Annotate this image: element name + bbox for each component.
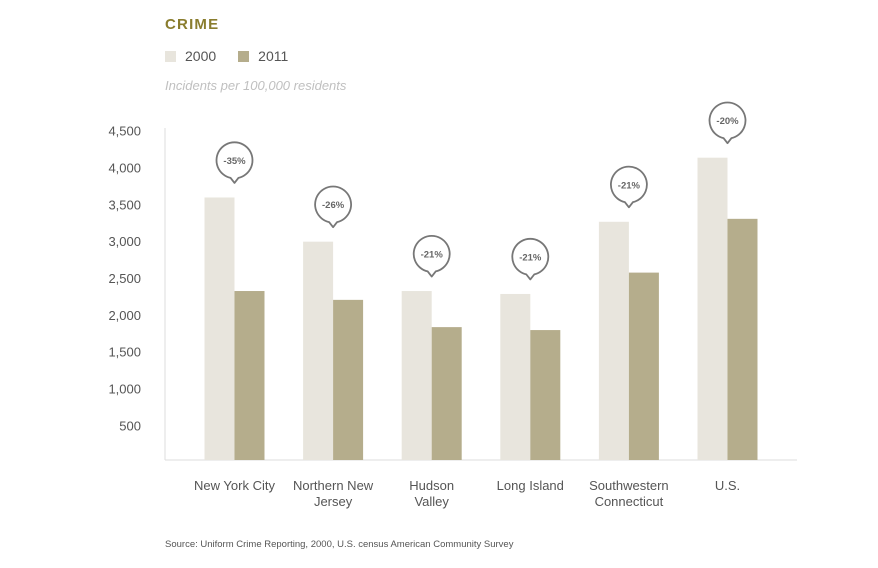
- y-tick-label: 2,500: [108, 271, 141, 286]
- bar-2000-3: [500, 293, 531, 460]
- change-bubble: -21%: [511, 237, 550, 281]
- y-tick-label: 3,000: [108, 234, 141, 249]
- bar-2000-5: [697, 157, 728, 461]
- bar-2000-0: [204, 197, 235, 460]
- category-label: Hudson: [409, 478, 454, 493]
- y-tick-label: 2,000: [108, 308, 141, 323]
- bar-2011-0: [234, 291, 265, 460]
- y-tick-label: 4,000: [108, 161, 141, 176]
- bar-2011-5: [727, 218, 758, 460]
- category-label: Valley: [414, 494, 449, 509]
- change-bubble: -20%: [708, 101, 747, 145]
- y-tick-label: 3,500: [108, 197, 141, 212]
- category-label: New York City: [194, 478, 275, 493]
- category-label: Connecticut: [595, 494, 664, 509]
- change-bubble-shape: [511, 237, 550, 281]
- bar-2000-2: [401, 291, 432, 460]
- category-label: U.S.: [715, 478, 740, 493]
- chart-subtitle: Incidents per 100,000 residents: [165, 78, 347, 93]
- legend-swatch-2011: [238, 50, 250, 62]
- bar-2011-1: [333, 299, 364, 460]
- change-bubble-label: -26%: [322, 200, 345, 211]
- change-bubble: -21%: [412, 234, 451, 278]
- change-bubble-shape: [215, 141, 254, 184]
- legend: 2000 2011: [165, 48, 310, 64]
- change-bubble-shape: [412, 234, 451, 278]
- category-label: Northern New: [293, 478, 374, 493]
- change-bubble-label: -21%: [618, 180, 641, 191]
- legend-item-2000: 2000: [165, 48, 216, 64]
- legend-swatch-2000: [165, 50, 176, 62]
- category-label: Southwestern: [589, 478, 669, 493]
- bar-2011-3: [530, 330, 561, 460]
- y-tick-label: 1,500: [108, 345, 141, 360]
- change-bubble-label: -21%: [421, 250, 444, 261]
- legend-label-2000: 2000: [185, 48, 217, 64]
- bar-2011-2: [431, 327, 462, 460]
- change-bubble: -21%: [610, 165, 648, 209]
- change-bubble-label: -20%: [716, 116, 739, 127]
- change-bubble-label: -35%: [223, 156, 246, 167]
- bar-2000-4: [598, 221, 629, 460]
- change-bubble-shape: [708, 101, 747, 145]
- category-label: Long Island: [497, 478, 564, 493]
- legend-item-2011: 2011: [238, 48, 288, 64]
- change-bubble-shape: [610, 165, 648, 209]
- y-tick-label: 1,000: [108, 382, 141, 397]
- change-bubble: -26%: [314, 185, 352, 229]
- change-bubble-shape: [314, 185, 352, 229]
- category-label: Jersey: [314, 494, 353, 509]
- change-bubble-label: -21%: [519, 252, 542, 263]
- y-tick-label: 4,500: [108, 124, 141, 139]
- bar-2011-4: [628, 272, 659, 460]
- y-tick-label: 500: [119, 418, 141, 433]
- source-note: Source: Uniform Crime Reporting, 2000, U…: [165, 539, 514, 550]
- chart-title: CRIME: [165, 16, 220, 33]
- legend-label-2011: 2011: [258, 48, 289, 64]
- bar-2000-1: [303, 241, 334, 460]
- change-bubble: -35%: [215, 141, 254, 184]
